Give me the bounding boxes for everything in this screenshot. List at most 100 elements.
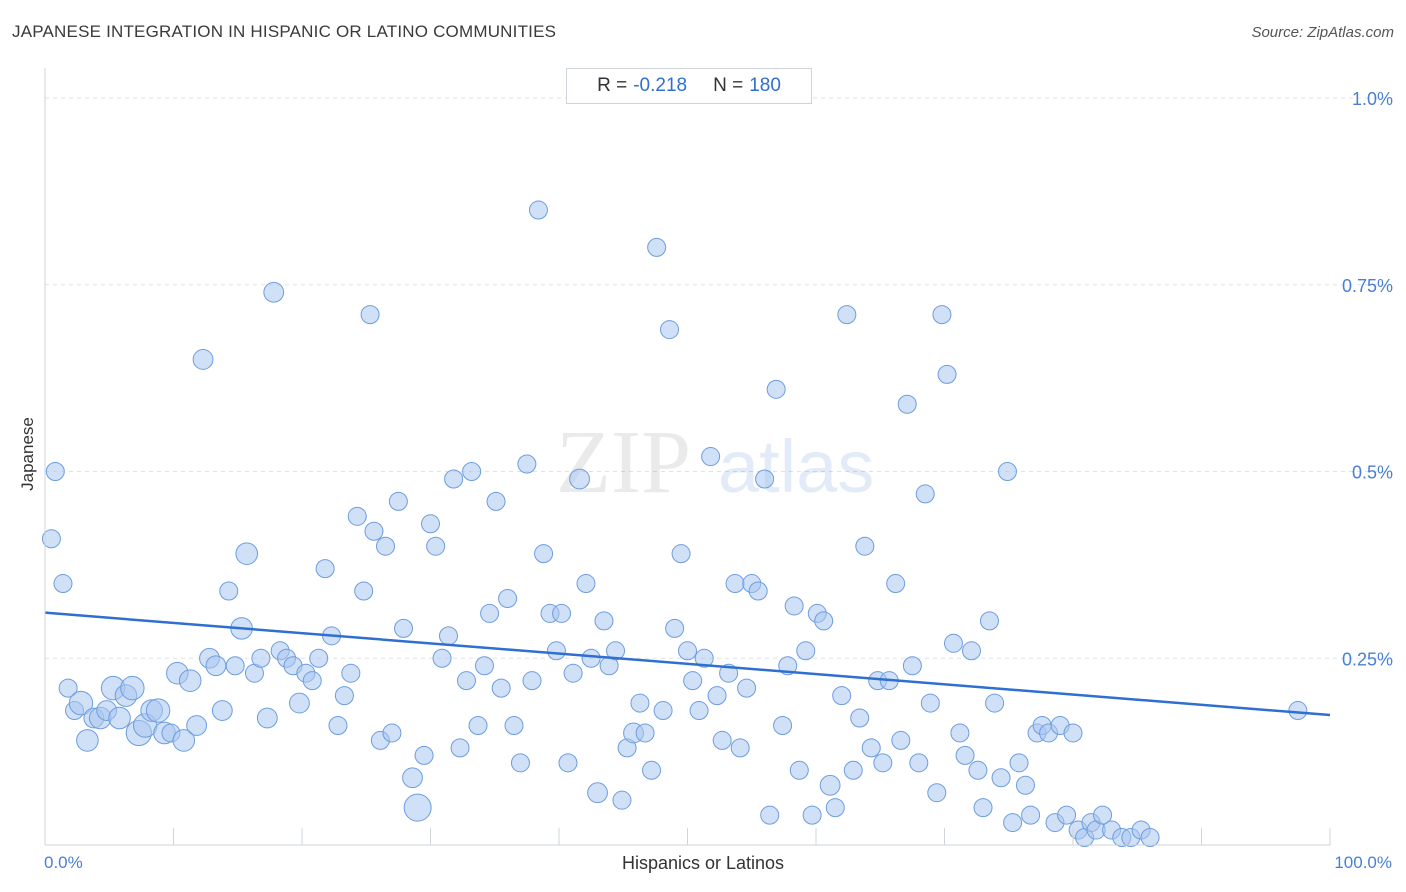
data-point <box>235 542 259 565</box>
data-point <box>581 648 601 668</box>
data-point <box>850 708 870 728</box>
data-point <box>760 805 780 825</box>
data-point <box>456 671 476 691</box>
y-tick-label: 0.25% <box>1342 649 1393 669</box>
y-axis-label: Japanese <box>18 417 37 491</box>
data-point <box>364 521 384 541</box>
data-point <box>382 723 402 743</box>
data-point <box>937 364 957 384</box>
data-point <box>558 753 578 773</box>
data-point <box>789 760 809 780</box>
data-point <box>360 305 380 325</box>
data-point <box>678 641 697 661</box>
data-point <box>819 774 841 796</box>
data-point <box>510 753 530 773</box>
data-point <box>961 641 981 661</box>
y-tick-label: 1.0% <box>1352 89 1393 109</box>
data-point <box>630 693 650 713</box>
data-point <box>606 641 626 661</box>
grid-lines <box>45 97 1390 659</box>
watermark-atlas: atlas <box>718 425 874 508</box>
data-point <box>968 760 988 780</box>
data-point <box>796 641 816 661</box>
data-point <box>1063 723 1083 743</box>
watermark: ZIP atlas <box>556 413 874 512</box>
data-point <box>766 379 786 399</box>
data-point <box>68 690 94 716</box>
data-point <box>997 462 1017 481</box>
data-point <box>58 678 78 698</box>
data-point <box>388 491 408 511</box>
data-point <box>546 641 566 661</box>
data-point <box>886 574 906 594</box>
data-point <box>671 544 691 564</box>
data-point <box>309 648 329 668</box>
data-point <box>873 753 893 773</box>
data-point <box>528 200 548 220</box>
data-point <box>251 648 271 668</box>
r-value: -0.218 <box>633 75 688 96</box>
data-point <box>45 462 65 481</box>
watermark-zip: ZIP <box>556 413 691 512</box>
data-point <box>145 698 171 723</box>
data-point <box>211 700 233 721</box>
data-point <box>832 686 852 706</box>
data-point <box>1093 805 1113 825</box>
data-point <box>491 678 511 698</box>
data-point <box>486 491 506 511</box>
data-point <box>480 603 500 623</box>
data-point <box>205 655 227 677</box>
data-point <box>773 715 793 735</box>
data-point <box>653 701 673 721</box>
chart-title: JAPANESE INTEGRATION IN HISPANIC OR LATI… <box>12 22 557 41</box>
stats-box: R = -0.218 N = 180 <box>566 68 812 104</box>
y-tick-label: 0.75% <box>1342 276 1393 296</box>
data-point <box>53 574 73 594</box>
data-point <box>432 648 452 668</box>
data-point <box>1003 813 1023 833</box>
data-point <box>225 656 245 676</box>
data-point <box>814 611 834 631</box>
data-point <box>1140 828 1160 848</box>
data-point <box>1021 805 1041 825</box>
data-point <box>444 469 464 489</box>
data-point <box>1015 775 1035 795</box>
data-point <box>683 671 703 691</box>
data-point <box>498 588 518 608</box>
data-point <box>1009 753 1029 773</box>
data-point <box>462 462 482 481</box>
data-point <box>642 760 662 780</box>
data-point <box>328 715 348 735</box>
data-point <box>334 686 354 706</box>
data-point <box>256 707 278 729</box>
data-point <box>522 671 542 691</box>
data-points <box>41 200 1308 848</box>
data-point <box>108 706 131 730</box>
data-point <box>504 715 524 735</box>
data-point <box>289 692 310 714</box>
data-point <box>647 237 667 257</box>
data-point <box>517 454 537 474</box>
data-point <box>172 729 196 752</box>
data-point <box>730 738 750 758</box>
data-point <box>689 701 709 721</box>
x-tick-min: 0.0% <box>44 853 83 872</box>
data-point <box>421 514 440 534</box>
data-point <box>612 790 632 810</box>
data-point <box>576 574 596 594</box>
data-point <box>402 767 423 789</box>
data-point <box>778 656 798 676</box>
data-point <box>897 394 917 414</box>
data-point <box>950 723 970 743</box>
data-point <box>468 715 488 735</box>
data-point <box>755 469 775 489</box>
y-tick-labels: 0.25% 0.5% 0.75% 1.0% <box>1342 89 1393 669</box>
data-point <box>552 603 572 623</box>
data-point <box>825 798 845 818</box>
data-point <box>302 671 322 691</box>
r-label: R = <box>597 75 628 96</box>
x-tick-max: 100.0% <box>1334 853 1392 872</box>
data-point <box>347 506 367 526</box>
data-point <box>802 805 822 825</box>
